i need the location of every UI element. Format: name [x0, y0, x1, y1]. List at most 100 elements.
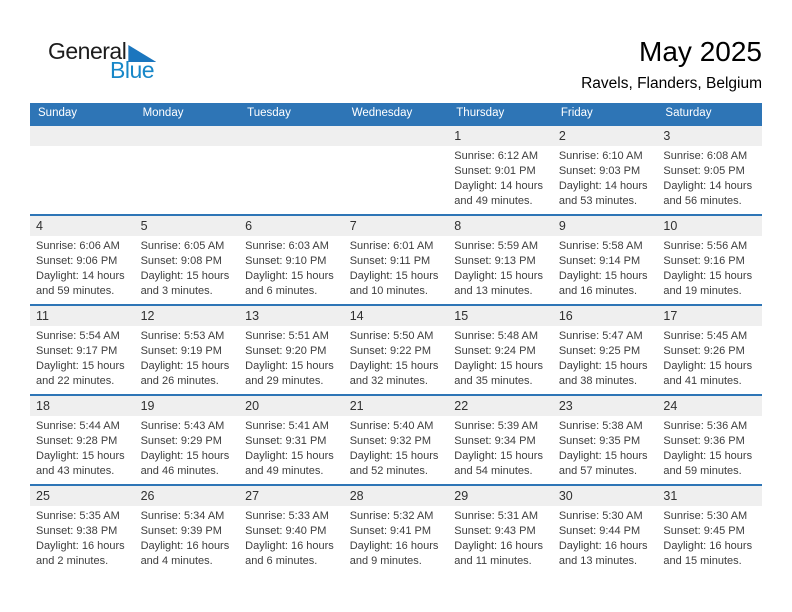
week-row: 11 Sunrise: 5:54 AM Sunset: 9:17 PM Dayligh…: [30, 304, 762, 394]
daylight-text-cont: and 43 minutes.: [36, 465, 115, 477]
week-row: 4 Sunrise: 6:06 AM Sunset: 9:06 PM Daylight…: [30, 214, 762, 304]
sunset-text: Sunset: 9:05 PM: [663, 165, 745, 177]
sunrise-text: Sunrise: 5:54 AM: [36, 330, 120, 342]
day-number: 16: [552, 306, 658, 326]
day-cell-7: 7 Sunrise: 6:01 AM Sunset: 9:11 PM Daylight…: [343, 216, 449, 304]
sunrise-text: Sunrise: 6:08 AM: [663, 150, 748, 162]
day-cell-11: 11 Sunrise: 5:54 AM Sunset: 9:17 PM Dayligh…: [30, 306, 135, 394]
daylight-text: Daylight: 15 hours: [558, 270, 648, 282]
day-number: 26: [134, 486, 240, 506]
day-cell-4: 4 Sunrise: 6:06 AM Sunset: 9:06 PM Daylight…: [30, 216, 135, 304]
day-number: 21: [343, 396, 449, 416]
sunset-text: Sunset: 9:35 PM: [558, 435, 641, 447]
sunset-text: Sunset: 9:16 PM: [663, 255, 745, 267]
daylight-text-cont: and 4 minutes.: [140, 555, 213, 567]
sunrise-text: Sunrise: 5:39 AM: [454, 420, 539, 432]
daylight-text: Daylight: 15 hours: [245, 450, 334, 462]
daylight-text: Daylight: 16 hours: [140, 540, 230, 552]
day-cell-8: 8 Sunrise: 5:59 AM Sunset: 9:13 PM Daylight…: [448, 216, 553, 304]
day-details: Sunrise: 5:39 AM Sunset: 9:34 PM Daylight:…: [448, 416, 553, 479]
sunset-text: Sunset: 9:17 PM: [36, 345, 118, 357]
day-details: Sunrise: 6:05 AM Sunset: 9:08 PM Daylight:…: [135, 236, 240, 299]
daylight-text-cont: and 6 minutes.: [245, 285, 318, 297]
daylight-text: Daylight: 16 hours: [245, 540, 334, 552]
day-cell-1: 1 Sunrise: 6:12 AM Sunset: 9:01 PM Daylight…: [448, 126, 553, 214]
day-number: 10: [657, 216, 762, 236]
day-details: Sunrise: 5:51 AM Sunset: 9:20 PM Daylight:…: [239, 326, 344, 389]
day-cell-5: 5 Sunrise: 6:05 AM Sunset: 9:08 PM Daylight…: [134, 216, 240, 304]
day-details: Sunrise: 5:30 AM Sunset: 9:45 PM Daylight:…: [657, 506, 762, 569]
daylight-text-cont: and 16 minutes.: [558, 285, 638, 297]
daylight-text: Daylight: 15 hours: [349, 360, 439, 372]
day-details: Sunrise: 5:36 AM Sunset: 9:36 PM Daylight:…: [657, 416, 762, 479]
daylight-text-cont: and 46 minutes.: [140, 465, 219, 477]
sunset-text: Sunset: 9:14 PM: [558, 255, 641, 267]
sunset-text: Sunset: 9:26 PM: [663, 345, 745, 357]
day-cell-30: 30 Sunrise: 5:30 AM Sunset: 9:44 PM Dayligh…: [552, 486, 658, 574]
day-number: 24: [657, 396, 762, 416]
daylight-text: Daylight: 16 hours: [349, 540, 439, 552]
daylight-text: Daylight: 15 hours: [140, 270, 230, 282]
day-cell-9: 9 Sunrise: 5:58 AM Sunset: 9:14 PM Daylight…: [552, 216, 658, 304]
sunrise-text: Sunrise: 6:12 AM: [454, 150, 539, 162]
day-cell-empty: [239, 126, 344, 214]
day-number: 13: [239, 306, 344, 326]
daylight-text-cont: and 49 minutes.: [245, 465, 324, 477]
location-subtitle: Ravels, Flanders, Belgium: [581, 75, 762, 92]
day-cell-26: 26 Sunrise: 5:34 AM Sunset: 9:39 PM Dayligh…: [134, 486, 240, 574]
day-cell-12: 12 Sunrise: 5:53 AM Sunset: 9:19 PM Dayligh…: [134, 306, 240, 394]
day-number: 20: [239, 396, 344, 416]
weekday-header-sunday: Sunday: [38, 107, 78, 119]
daylight-text-cont: and 52 minutes.: [349, 465, 428, 477]
day-number: 27: [239, 486, 344, 506]
sunrise-text: Sunrise: 5:38 AM: [558, 420, 643, 432]
daylight-text-cont: and 54 minutes.: [454, 465, 533, 477]
daylight-text: Daylight: 15 hours: [558, 360, 648, 372]
day-details: Sunrise: 5:50 AM Sunset: 9:22 PM Daylight:…: [344, 326, 449, 389]
daylight-text: Daylight: 16 hours: [454, 540, 543, 552]
logo-line1: General: [48, 40, 157, 63]
sunrise-text: Sunrise: 5:48 AM: [454, 330, 539, 342]
daylight-text-cont: and 6 minutes.: [245, 555, 318, 567]
day-number: 11: [30, 306, 135, 326]
day-details: Sunrise: 5:40 AM Sunset: 9:32 PM Daylight:…: [344, 416, 449, 479]
day-cell-empty: [134, 126, 240, 214]
daylight-text-cont: and 41 minutes.: [663, 375, 742, 387]
sunrise-text: Sunrise: 5:30 AM: [558, 510, 643, 522]
day-details: Sunrise: 5:53 AM Sunset: 9:19 PM Daylight:…: [135, 326, 240, 389]
sunrise-text: Sunrise: 5:58 AM: [558, 240, 643, 252]
daylight-text: Daylight: 15 hours: [349, 270, 439, 282]
daylight-text-cont: and 59 minutes.: [36, 285, 115, 297]
day-number: 18: [30, 396, 135, 416]
daylight-text-cont: and 10 minutes.: [349, 285, 428, 297]
daylight-text: Daylight: 15 hours: [454, 360, 543, 372]
daylight-text-cont: and 38 minutes.: [558, 375, 638, 387]
sunset-text: Sunset: 9:39 PM: [140, 525, 222, 537]
daylight-text: Daylight: 15 hours: [140, 450, 230, 462]
day-cell-3: 3 Sunrise: 6:08 AM Sunset: 9:05 PM Daylight…: [657, 126, 762, 214]
day-details: Sunrise: 6:06 AM Sunset: 9:06 PM Daylight:…: [30, 236, 135, 299]
daylight-text: Daylight: 15 hours: [245, 270, 334, 282]
sunset-text: Sunset: 9:10 PM: [245, 255, 327, 267]
daylight-text: Daylight: 15 hours: [558, 450, 648, 462]
sunset-text: Sunset: 9:11 PM: [349, 255, 431, 267]
weekday-header-friday: Friday: [560, 107, 593, 119]
sunset-text: Sunset: 9:44 PM: [558, 525, 641, 537]
day-number: [134, 126, 240, 146]
calendar-table: Sunday Monday Tuesday Wednesday Thursday Frid…: [30, 103, 762, 574]
daylight-text: Daylight: 15 hours: [349, 450, 439, 462]
day-details: Sunrise: 5:38 AM Sunset: 9:35 PM Daylight:…: [553, 416, 658, 479]
daylight-text-cont: and 13 minutes.: [558, 555, 638, 567]
sunrise-text: Sunrise: 5:47 AM: [558, 330, 643, 342]
day-number: 4: [30, 216, 135, 236]
sunrise-text: Sunrise: 5:50 AM: [349, 330, 434, 342]
daylight-text-cont: and 19 minutes.: [663, 285, 742, 297]
day-details: Sunrise: 5:34 AM Sunset: 9:39 PM Daylight:…: [135, 506, 240, 569]
day-details: Sunrise: 6:10 AM Sunset: 9:03 PM Daylight:…: [553, 146, 658, 209]
month-title: May 2025: [639, 36, 762, 67]
day-number: 17: [657, 306, 762, 326]
day-number: 3: [657, 126, 762, 146]
daylight-text-cont: and 32 minutes.: [349, 375, 428, 387]
sunset-text: Sunset: 9:43 PM: [454, 525, 536, 537]
